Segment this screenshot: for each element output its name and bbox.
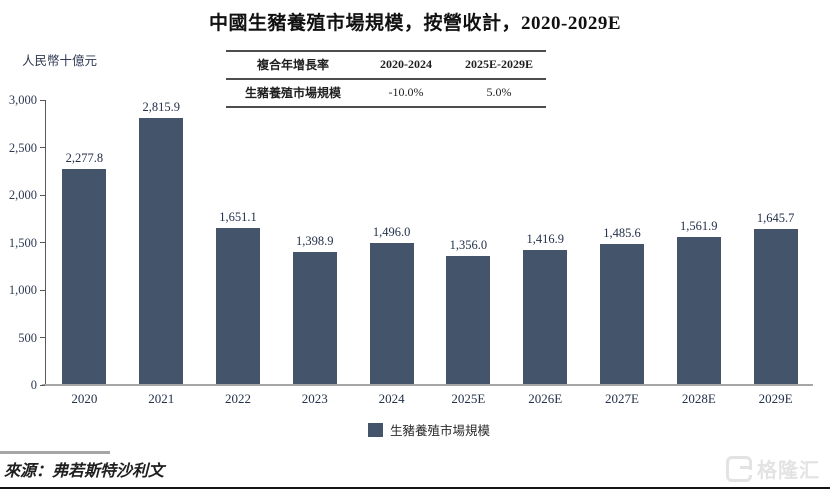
bar-value-label: 2,815.9: [142, 99, 180, 114]
legend-swatch: [367, 422, 383, 437]
chart-title: 中國生豬養殖市場規模，按營收計，2020-2029E: [208, 13, 621, 34]
bar-2023: [292, 252, 337, 385]
bar-value-label: 1,496.0: [372, 224, 411, 239]
x-axis-line: [42, 384, 813, 386]
bar-2020: [62, 168, 107, 385]
cagr-value-2025e-2029e: 5.0%: [486, 85, 512, 99]
cagr-table: 複合年增長率 2020-2024 2025E-2029E 生豬養殖市場規模 -1…: [226, 50, 546, 108]
gelonghui-watermark: 格隆汇: [726, 454, 820, 483]
bar-2024: [369, 242, 414, 385]
bar-value-label: 1,645.7: [756, 210, 795, 225]
x-axis-category-label: 2021: [148, 391, 175, 406]
x-axis-category-label: 2029E: [758, 391, 793, 406]
gelonghui-logo-icon: [726, 455, 752, 482]
y-axis-tick-label: 0: [30, 378, 37, 392]
bar-2028E: [676, 236, 721, 385]
bar-value-label: 1,398.9: [296, 234, 334, 249]
y-axis-tick-label: 1,000: [8, 283, 37, 297]
bar-2021: [139, 117, 184, 385]
y-axis-tick-mark: [40, 289, 45, 291]
bar-value-label: 2,277.8: [65, 150, 104, 165]
y-axis-tick-mark: [40, 384, 45, 386]
source-text: 來源：弗若斯特沙利文: [4, 463, 165, 480]
bar-2029E: [753, 228, 798, 385]
legend: 生豬養殖市場規模: [45, 420, 813, 439]
bar-value-label: 1,651.1: [219, 210, 257, 225]
y-axis-unit-label: 人民幣十億元: [22, 54, 98, 68]
bar-2025E: [446, 256, 491, 385]
y-axis-tick-mark: [40, 337, 45, 338]
y-axis-tick-label: 1,500: [8, 235, 37, 250]
bar-value-label: 1,416.9: [526, 232, 564, 247]
bar-2026E: [523, 250, 568, 385]
x-axis-category-label: 2026E: [528, 391, 563, 406]
bar-chart-plot-area: 2,277.8 2020 2,815.9 2021 1,651.1 2022 1,398.9…: [45, 99, 814, 406]
x-axis-category-label: 2024: [378, 391, 405, 406]
cagr-table-header-row: 複合年增長率 2020-2024 2025E-2029E: [226, 51, 546, 79]
bar-value-label: 1,356.0: [449, 238, 488, 253]
y-axis-tick-mark: [40, 194, 45, 196]
x-axis-category-label: 2028E: [681, 391, 716, 406]
x-axis-category-label: 2020: [71, 391, 98, 406]
y-axis-tick-label: 500: [18, 330, 37, 345]
y-axis-tick-label: 3,000: [8, 93, 37, 107]
bar-value-label: 1,485.6: [603, 225, 641, 240]
figure-bottom-border: [0, 487, 830, 489]
y-axis-tick-label: 2,000: [8, 188, 37, 202]
gelonghui-logo-text: 格隆汇: [757, 460, 820, 482]
bar-2027E: [600, 243, 644, 385]
x-axis-category-label: 2023: [301, 391, 328, 406]
cagr-header-2025e-2029e: 2025E-2029E: [464, 57, 533, 71]
cagr-row-label: 生豬養殖市場規模: [244, 86, 341, 100]
y-axis-tick-mark: [40, 147, 45, 148]
cagr-header-metric: 複合年增長率: [256, 58, 329, 72]
x-axis-category-label: 2027E: [605, 391, 639, 406]
bar-value-label: 1,561.9: [680, 218, 718, 233]
source-divider-line: [0, 451, 110, 454]
legend-label: 生豬養殖市場規模: [389, 424, 490, 438]
y-axis-tick-label: 2,500: [8, 140, 37, 155]
x-axis-category-label: 2025E: [451, 391, 486, 406]
y-axis-tick-mark: [40, 99, 45, 101]
cagr-header-2020-2024: 2020-2024: [380, 57, 432, 71]
x-axis-category-label: 2022: [225, 391, 251, 406]
y-axis-tick-mark: [40, 242, 45, 243]
bar-2022: [216, 228, 260, 385]
cagr-value-2020-2024: -10.0%: [388, 85, 424, 99]
cagr-table-data-row: 生豬養殖市場規模 -10.0% 5.0%: [226, 79, 546, 107]
